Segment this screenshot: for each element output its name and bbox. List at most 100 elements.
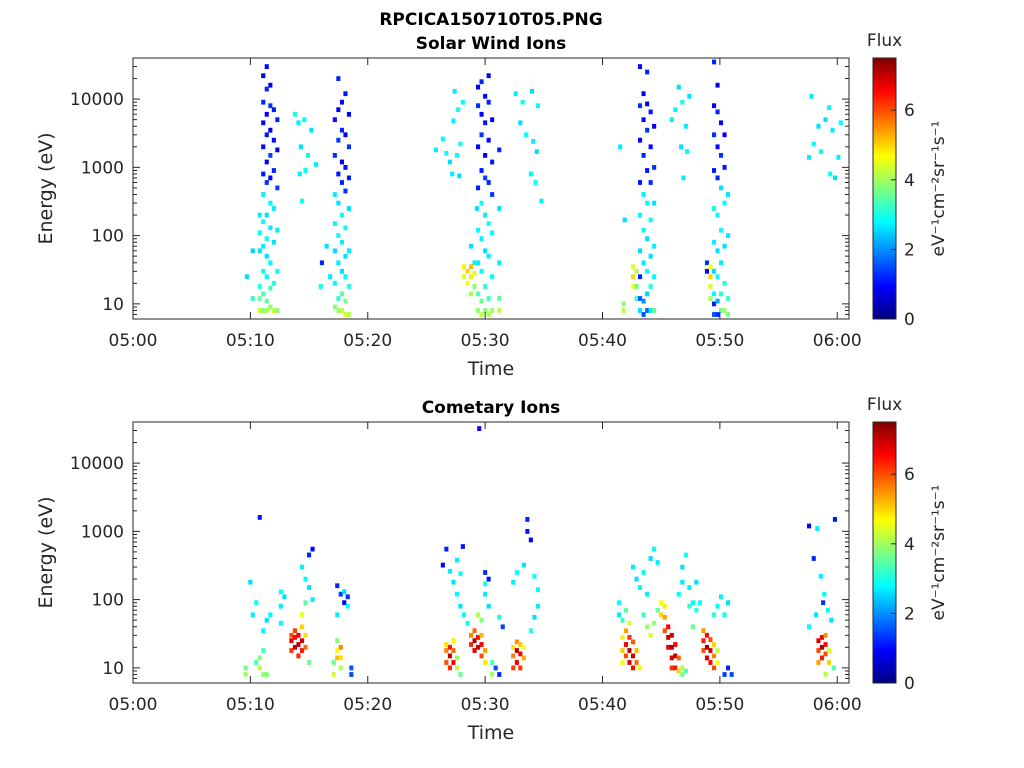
panel-title: Solar Wind Ions (416, 34, 567, 54)
heatmap-cell (486, 253, 491, 259)
heatmap-cell (823, 632, 828, 638)
heatmap-cell (336, 171, 341, 177)
heatmap-cell (336, 137, 341, 143)
x-tick-label: 05:30 (461, 695, 510, 715)
heatmap-cell (296, 120, 301, 126)
heatmap-cell (493, 665, 498, 671)
heatmap-cell (623, 628, 628, 634)
heatmap-cell (433, 147, 438, 153)
heatmap-cell (318, 284, 323, 289)
heatmap-cell (261, 219, 266, 225)
heatmap-cell (719, 291, 724, 297)
x-tick-label: 05:40 (578, 695, 627, 715)
heatmap-cell (621, 301, 626, 307)
heatmap-cell (336, 76, 341, 81)
heatmap-cell (292, 635, 297, 640)
heatmap-cell (712, 103, 717, 109)
heatmap-cell (621, 308, 626, 313)
heatmap-cell (339, 308, 344, 313)
heatmap-cell (652, 200, 657, 206)
heatmap-cell (440, 562, 445, 568)
heatmap-cell (532, 573, 537, 579)
heatmap-cell (483, 153, 488, 158)
heatmap-cell (627, 635, 632, 640)
heatmap-cell (336, 296, 341, 301)
y-axis-label: Energy (eV) (35, 496, 57, 608)
heatmap-cell (476, 635, 481, 640)
heatmap-cell (343, 165, 348, 170)
heatmap-cell (497, 614, 502, 620)
heatmap-cell (648, 109, 653, 115)
heatmap-cell (535, 587, 540, 593)
heatmap-cell (726, 233, 731, 238)
heatmap-cell (704, 644, 709, 650)
heatmap-cell (719, 308, 724, 313)
heatmap-cell (687, 93, 692, 99)
heatmap-cell (457, 173, 462, 179)
heatmap-cell (811, 141, 816, 147)
heatmap-cell (634, 660, 639, 665)
heatmap-cell (261, 120, 266, 126)
heatmap-cell (708, 660, 713, 665)
heatmap-cell (271, 239, 276, 245)
heatmap-cell (530, 88, 535, 94)
heatmap-cell (268, 175, 273, 181)
heatmap-cell (532, 614, 537, 620)
heatmap-cell (300, 564, 305, 570)
heatmap-cell (645, 168, 650, 173)
plot-area (133, 58, 849, 319)
heatmap-cell (346, 248, 351, 254)
heatmap-cell (708, 264, 713, 270)
heatmap-cell (620, 617, 625, 623)
heatmap-cell (458, 672, 463, 677)
y-tick-label: 10000 (70, 90, 124, 110)
heatmap-cell (676, 591, 681, 597)
heatmap-cell (275, 268, 280, 274)
heatmap-cell (292, 111, 297, 117)
heatmap-cell (261, 171, 266, 177)
heatmap-cell (335, 612, 340, 618)
heatmap-cell (513, 91, 518, 97)
heatmap-cell (616, 612, 621, 618)
heatmap-cell (819, 655, 824, 661)
heatmap-cell (339, 159, 344, 165)
heatmap-cell (511, 665, 516, 671)
heatmap-cell (343, 312, 348, 317)
heatmap-cell (338, 591, 343, 597)
heatmap-cell (701, 648, 706, 653)
heatmap-cell (300, 624, 305, 630)
heatmap-cell (444, 648, 449, 653)
colorbar-tick-label: 2 (904, 604, 915, 624)
heatmap-cell (346, 175, 351, 181)
heatmap-cell (257, 308, 262, 313)
heatmap-cell (641, 192, 646, 197)
heatmap-cell (483, 212, 488, 218)
heatmap-cell (715, 274, 720, 280)
heatmap-cell (461, 274, 466, 280)
heatmap-cell (268, 285, 273, 291)
heatmap-cell (673, 642, 678, 647)
heatmap-cell (275, 227, 280, 233)
heatmap-cell (638, 137, 643, 143)
heatmap-cell (634, 576, 639, 582)
heatmap-cell (264, 298, 269, 304)
heatmap-cell (332, 153, 337, 158)
heatmap-cell (726, 296, 731, 301)
heatmap-cell (729, 672, 734, 677)
heatmap-cell (620, 648, 625, 653)
heatmap-cell (655, 560, 660, 565)
heatmap-cell (719, 227, 724, 233)
heatmap-cell (715, 603, 720, 609)
heatmap-cell (451, 648, 456, 653)
heatmap-cell (472, 648, 477, 653)
heatmap-cell (343, 225, 348, 231)
heatmap-cell (303, 632, 308, 638)
heatmap-cell (328, 274, 333, 280)
heatmap-cell (479, 268, 484, 274)
heatmap-cell (648, 308, 653, 313)
heatmap-cell (697, 600, 702, 606)
heatmap-cell (336, 260, 341, 266)
heatmap-cell (648, 144, 653, 150)
y-tick-label: 100 (92, 227, 124, 247)
heatmap-cell (264, 159, 269, 165)
